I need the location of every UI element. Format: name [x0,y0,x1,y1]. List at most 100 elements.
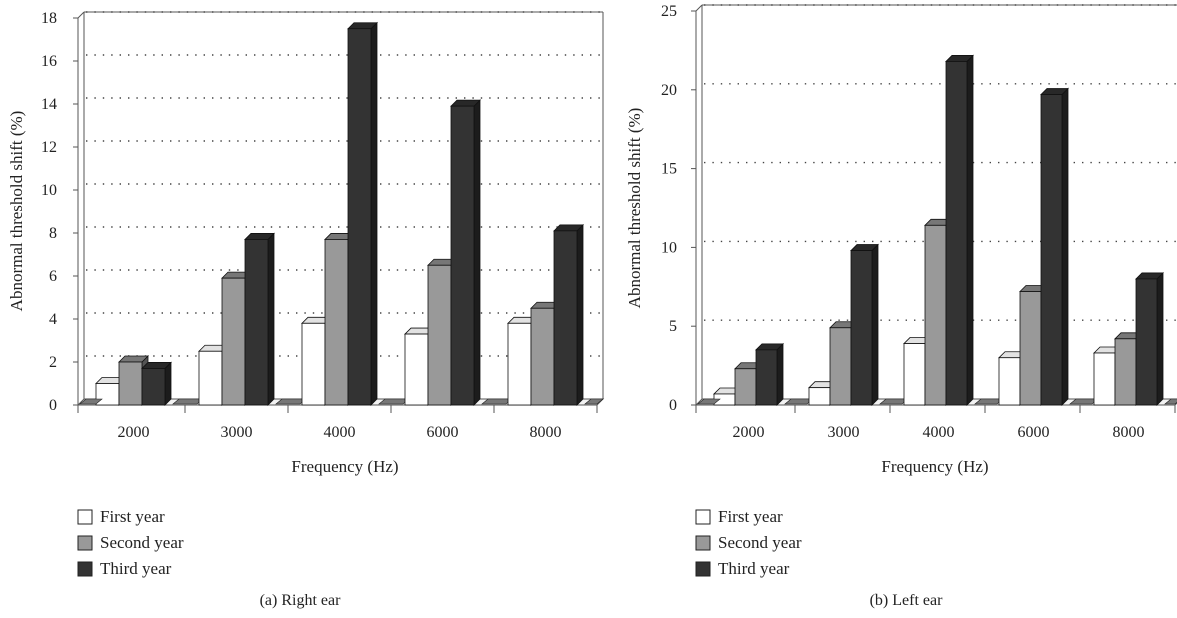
legend-swatch [77,535,93,551]
bar-side-face [576,223,584,406]
legend-label: Second year [718,533,802,552]
bar-front-face [829,327,852,406]
y-tick-label: 5 [669,318,677,335]
bar-front-face [945,61,968,406]
bar-front-face [347,28,372,406]
bar-front-face [1135,278,1158,406]
bar-front-face [141,368,166,406]
bar-front-face [755,349,778,406]
y-tick-label: 16 [41,53,57,70]
x-tick-label: 8000 [1113,424,1145,441]
y-axis-title: Abnormal threshold shift (%) [625,108,644,309]
bar-side-face [871,243,879,406]
legend-label: First year [718,507,783,526]
floor-gap-shade [1164,398,1177,405]
bar-5-3 [553,223,584,406]
bar-2-3 [244,232,275,406]
bar-2-3 [850,243,879,406]
x-tick-label: 8000 [530,424,562,441]
bar-front-face [221,277,246,406]
bar-front-face [1040,94,1063,406]
legend-swatch [695,535,711,551]
bar-1-3 [755,342,784,406]
x-axis-title: Frequency (Hz) [291,457,398,476]
bar-3-3 [347,21,378,406]
legend-label: Third year [718,559,790,578]
bar-front-face [198,350,223,406]
bar-4-3 [450,99,481,406]
bar-side-face [267,232,275,406]
bar-front-face [507,322,532,406]
y-tick-label: 20 [661,82,677,99]
chart-panel-1: 0 2 4 6 8 10 12 14 16 18 2000 3000 4000 6000 8000 Frequ… [7,10,605,609]
wall-corner-top [77,11,85,19]
x-tick-label: 6000 [1018,424,1050,441]
legend-swatch [77,561,93,577]
x-tick-label: 6000 [427,424,459,441]
bar-side-face [370,21,378,406]
y-tick-label: 0 [669,397,677,414]
bar-front-face [903,343,926,406]
bar-front-face [427,264,452,406]
legend: First year Second year Third year [695,507,802,578]
chart-panel-2: 0 5 10 15 20 25 2000 3000 4000 6000 8000 Frequency … [625,3,1177,609]
y-tick-label: 10 [41,182,57,199]
bar-side-face [1061,87,1069,406]
y-tick-label: 8 [49,225,57,242]
legend-swatch [77,509,93,525]
bar-side-face [164,361,172,406]
bar-front-face [95,383,120,406]
legend-label: Second year [100,533,184,552]
x-tick-label: 3000 [221,424,253,441]
bar-front-face [450,105,475,406]
bar-front-face [924,224,947,406]
bar-front-face [850,250,873,406]
y-tick-label: 25 [661,3,677,20]
panel-caption: (b) Left ear [870,592,944,609]
bar-front-face [324,239,349,406]
bar-3-3 [945,54,974,406]
legend-label: Third year [100,559,172,578]
y-tick-label: 14 [41,96,57,113]
y-tick-label: 4 [49,311,57,328]
panel-caption: (a) Right ear [260,592,342,609]
bar-front-face [734,368,757,406]
x-tick-label: 3000 [828,424,860,441]
bar-front-face [118,361,143,406]
y-tick-label: 2 [49,354,57,371]
legend-label: First year [100,507,165,526]
bar-side-face [966,54,974,406]
bar-front-face [808,387,831,406]
floor-gap-shade [697,398,721,405]
y-tick-label: 15 [661,161,677,178]
bar-front-face [553,230,578,406]
bar-front-face [530,307,555,406]
legend: First year Second year Third year [77,507,184,578]
y-tick-label: 18 [41,10,57,27]
bar-side-face [776,342,784,406]
bar-4-3 [1040,87,1069,406]
x-tick-label: 4000 [324,424,356,441]
bar-side-face [473,99,481,406]
x-tick-label: 2000 [733,424,765,441]
floor-gap-shade [584,398,604,405]
legend-swatch [695,509,711,525]
bar-front-face [1114,338,1137,406]
bar-front-face [1019,291,1042,406]
bar-5-3 [1135,271,1164,406]
x-tick-label: 2000 [118,424,150,441]
bar-front-face [301,322,326,406]
bar-side-face [1156,271,1164,406]
y-tick-label: 10 [661,239,677,256]
bar-front-face [404,333,429,406]
bar-1-3 [141,361,172,406]
x-tick-label: 4000 [923,424,955,441]
legend-swatch [695,561,711,577]
y-axis-title: Abnormal threshold shift (%) [7,111,26,312]
bar-front-face [244,239,269,406]
bar-front-face [1093,352,1116,406]
y-tick-label: 12 [41,139,57,156]
y-tick-label: 6 [49,268,57,285]
wall-corner-top [695,4,703,12]
